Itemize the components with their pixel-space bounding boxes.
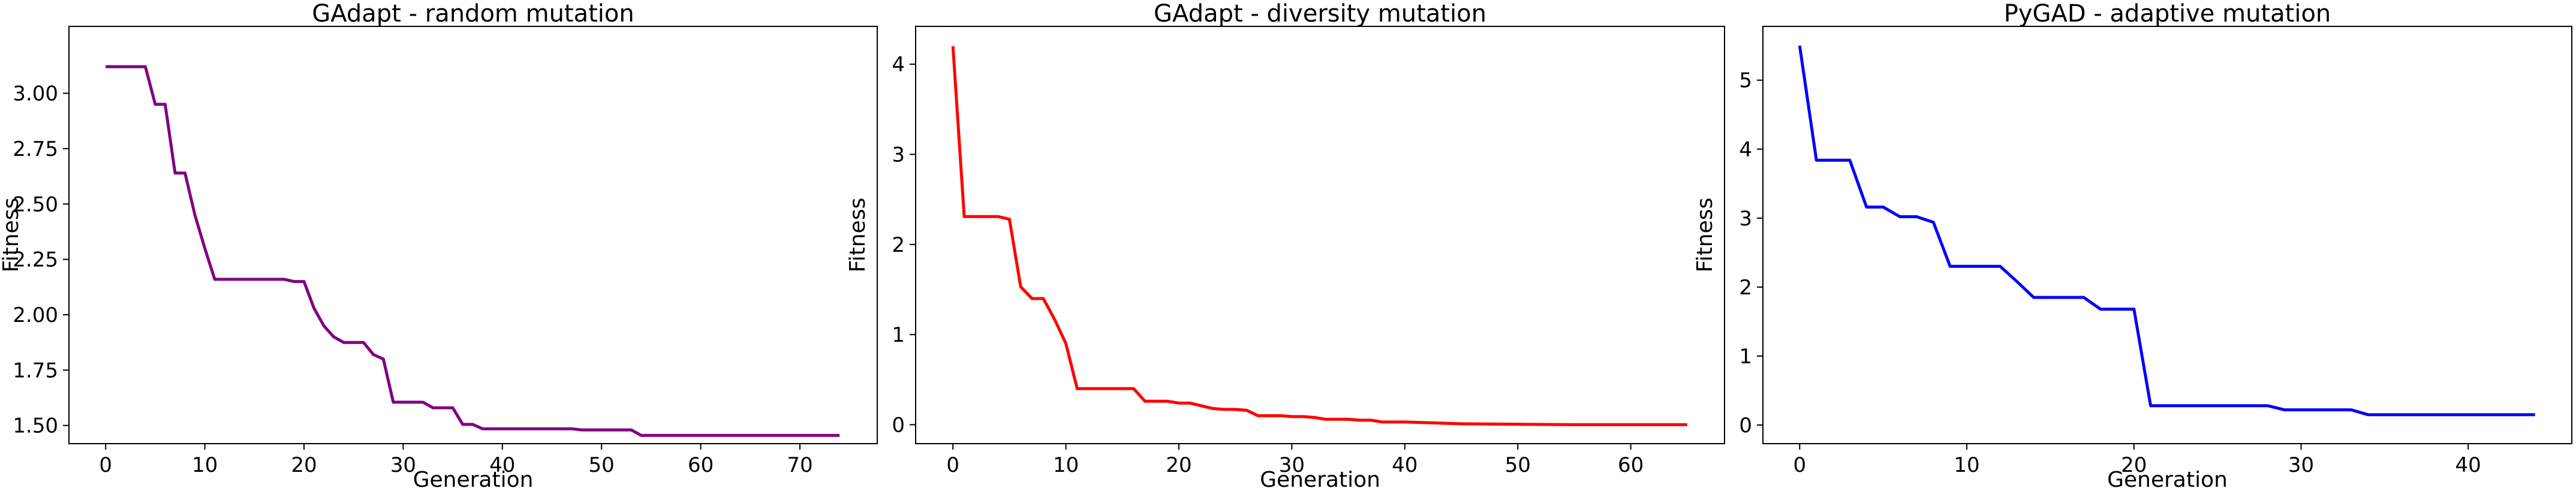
y-tick-label: 2.50 — [13, 192, 58, 216]
y-axis-label: Fitness — [0, 198, 23, 273]
y-tick-label: 1.75 — [13, 359, 58, 382]
x-tick-label: 20 — [1166, 453, 1191, 477]
x-tick-label: 60 — [1618, 453, 1644, 477]
chart-panel-1: 0 10 20 30 40 50 60 70 1.50 1.75 2.00 2.25 2.50 2.75 3… — [0, 0, 878, 488]
plot-frame — [915, 26, 1725, 444]
y-tick-label: 3 — [892, 143, 905, 167]
x-tick-label: 0 — [946, 453, 959, 477]
y-tick-label: 1.50 — [13, 414, 58, 438]
chart-panel-3: 0 10 20 30 40 0 1 2 3 4 5 PyGAD - adaptive mutation… — [1693, 0, 2572, 488]
x-tick-label: 10 — [1954, 453, 1979, 477]
y-tick-label: 3 — [1739, 207, 1752, 231]
chart-title: PyGAD - adaptive mutation — [2004, 0, 2331, 28]
x-tick-label: 70 — [787, 453, 812, 477]
x-tick-label: 40 — [489, 453, 515, 477]
x-tick-label: 40 — [2455, 453, 2481, 477]
plot-frame — [1762, 26, 2572, 444]
x-axis-label: Generation — [1260, 468, 1380, 488]
x-tick-label: 0 — [99, 453, 112, 477]
x-tick-label: 60 — [688, 453, 714, 477]
x-tick-label: 50 — [1505, 453, 1531, 477]
x-axis-label: Generation — [2107, 468, 2228, 488]
chart-panel-2: 0 10 20 30 40 50 60 0 1 2 3 4 GAdapt - diversity mut… — [845, 0, 1725, 488]
y-tick-label: 2 — [892, 233, 905, 257]
y-tick-label: 1 — [1739, 345, 1752, 369]
x-tick-label: 20 — [2121, 453, 2147, 477]
x-tick-label: 50 — [589, 453, 615, 477]
series-line-1 — [951, 46, 1687, 426]
chart-title: GAdapt - diversity mutation — [1154, 0, 1486, 28]
plot-frame — [68, 26, 878, 444]
x-tick-label: 20 — [291, 453, 317, 477]
series-line-1 — [1798, 45, 2535, 417]
series-line-1 — [106, 65, 840, 437]
y-tick-label: 5 — [1739, 69, 1752, 93]
x-tick-label: 10 — [1053, 453, 1079, 477]
x-tick-label: 40 — [1392, 453, 1418, 477]
y-tick-label: 2.75 — [13, 137, 58, 161]
y-tick-label: 0 — [1739, 414, 1752, 438]
y-tick-label: 2 — [1739, 276, 1752, 300]
x-axis-label: Generation — [413, 468, 534, 488]
y-tick-label: 0 — [892, 413, 905, 437]
chart-title: GAdapt - random mutation — [312, 0, 634, 28]
y-tick-label: 2.25 — [13, 248, 58, 272]
x-tick-label: 30 — [390, 453, 416, 477]
x-tick-label: 30 — [2288, 453, 2314, 477]
y-tick-label: 1 — [892, 323, 905, 347]
y-tick-label: 3.00 — [13, 82, 58, 106]
y-axis-label: Fitness — [1693, 198, 1717, 273]
x-tick-label: 30 — [1279, 453, 1305, 477]
y-tick-label: 4 — [1739, 138, 1752, 162]
x-tick-label: 10 — [192, 453, 218, 477]
y-tick-label: 4 — [892, 53, 905, 77]
y-axis-label: Fitness — [845, 198, 870, 273]
y-tick-label: 2.00 — [13, 303, 58, 327]
x-tick-label: 0 — [1793, 453, 1806, 477]
